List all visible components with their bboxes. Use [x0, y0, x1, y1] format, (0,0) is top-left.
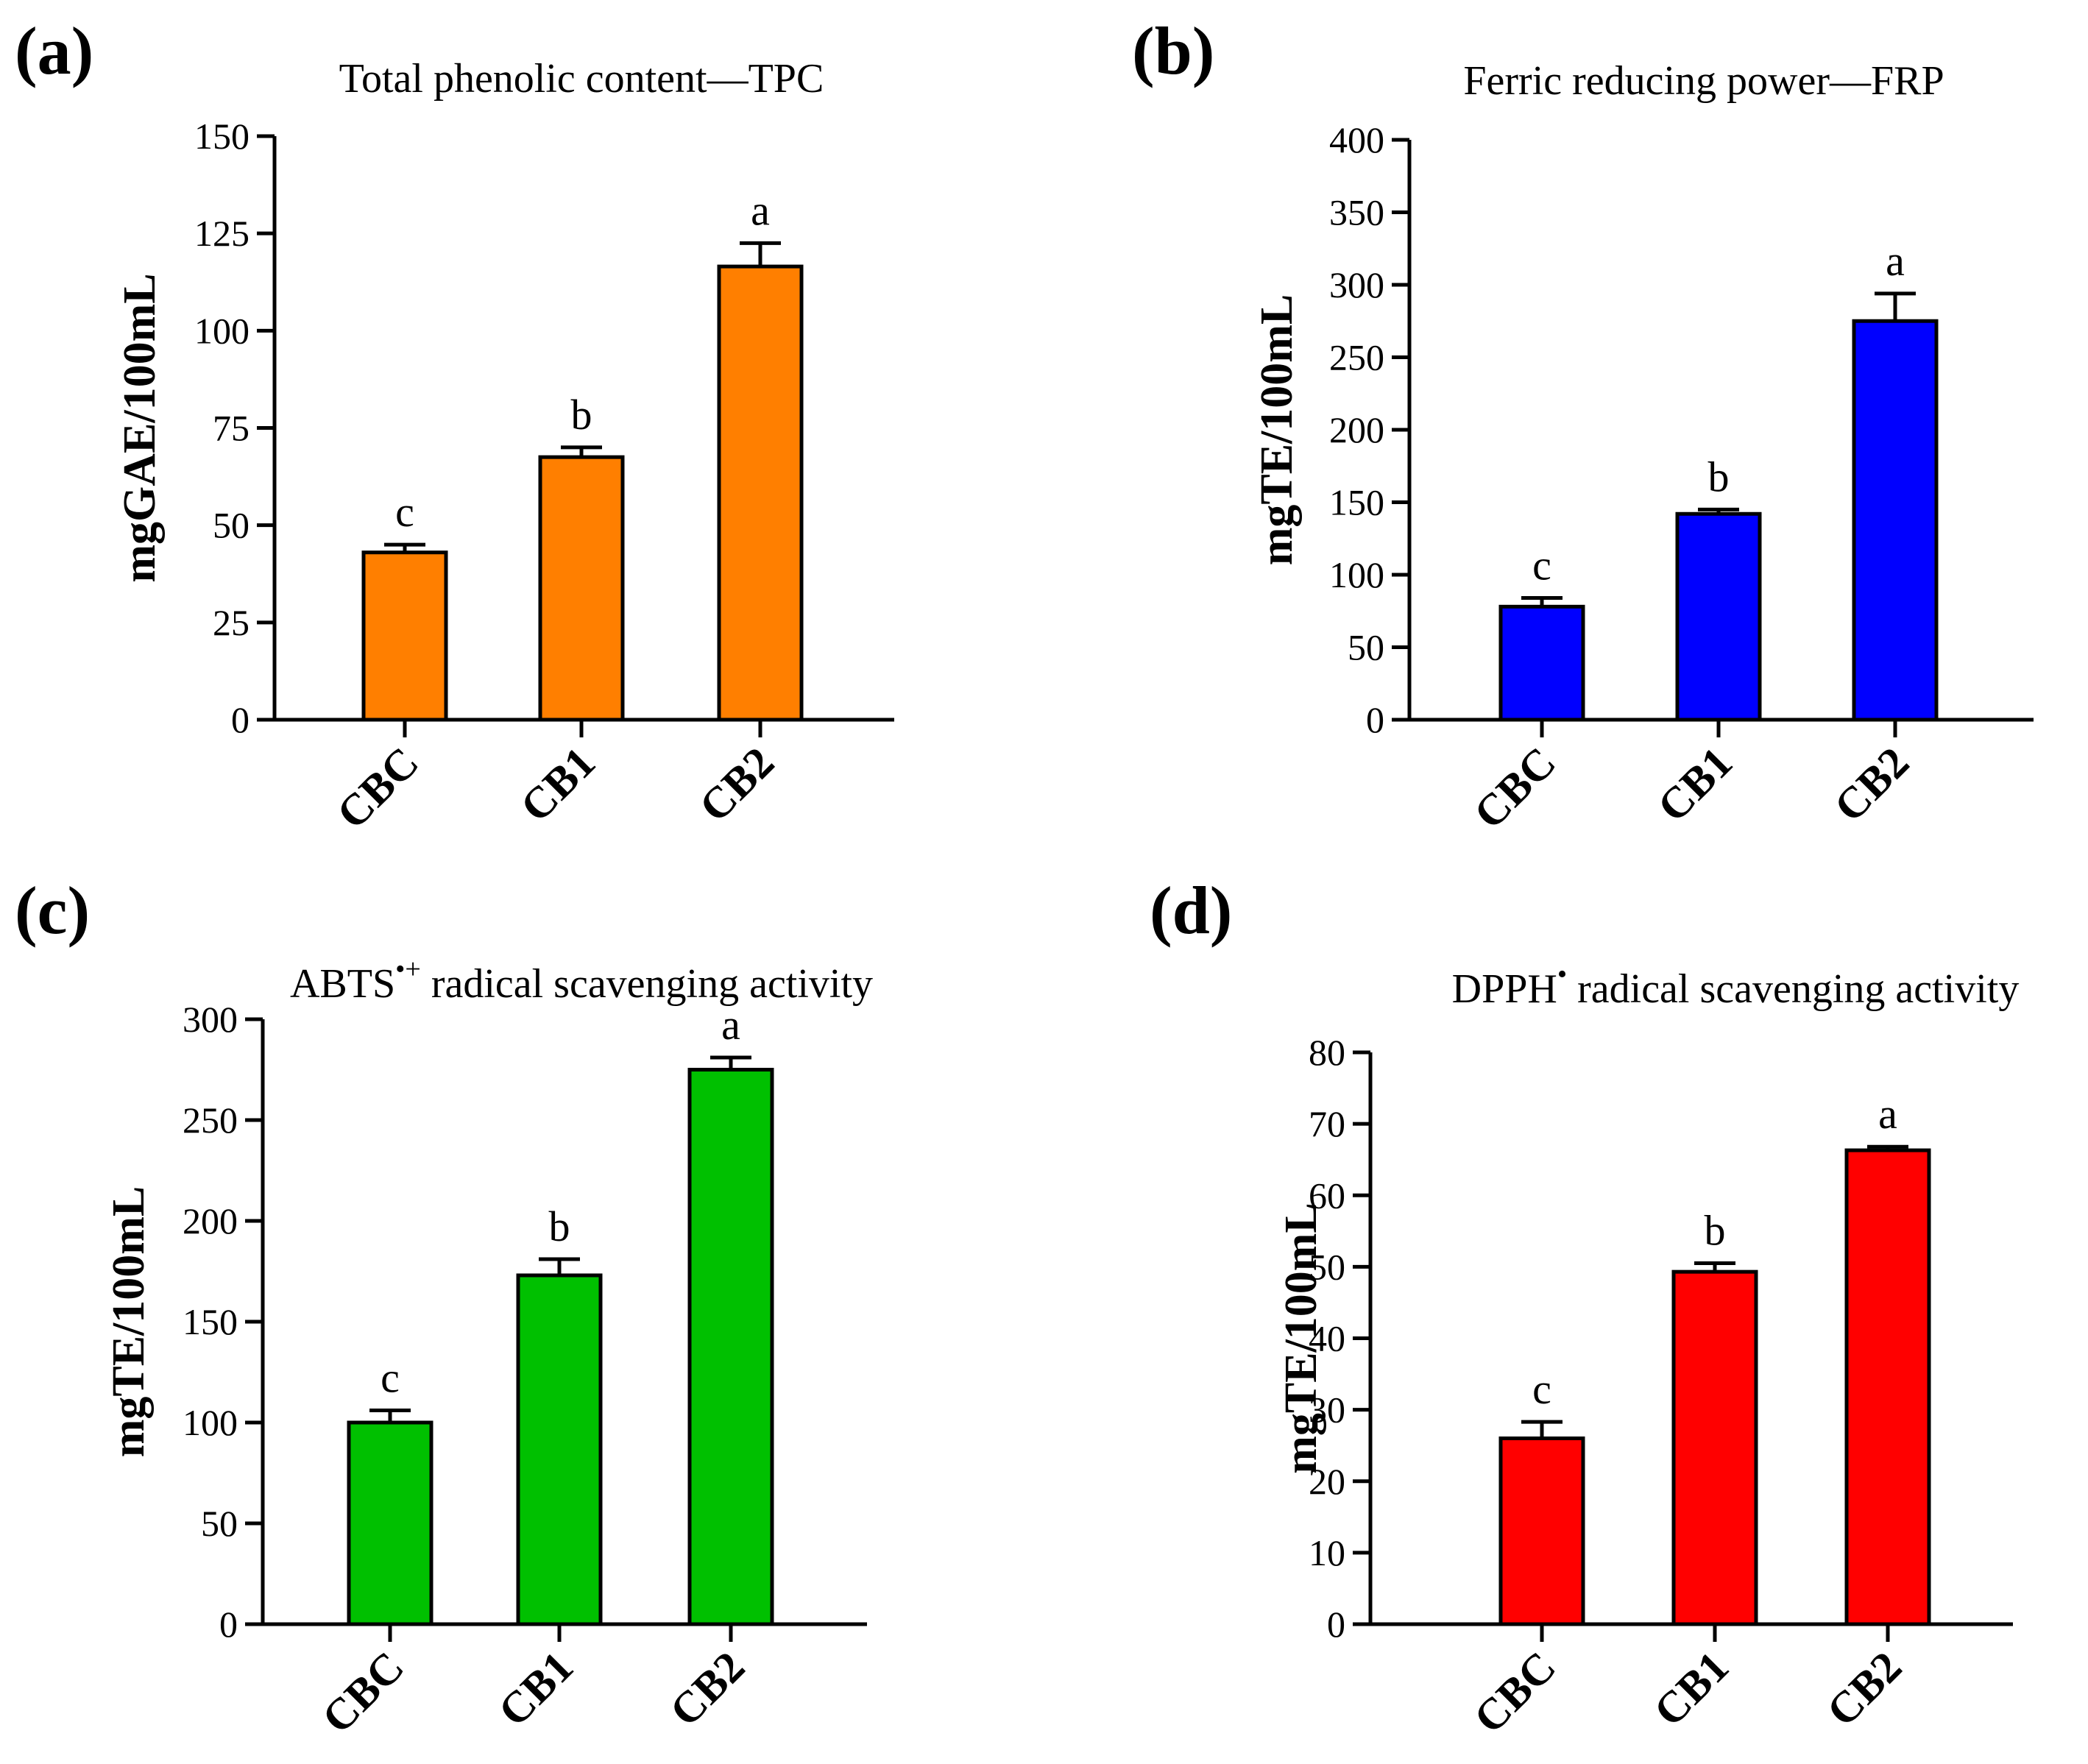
significance-label: b	[1708, 453, 1730, 500]
y-tick-label: 0	[219, 1604, 238, 1645]
bar-cbc	[347, 1420, 433, 1626]
chart-title-rest: radical scavenging activity	[1567, 966, 2019, 1012]
y-axis-label: mgTE/100mL	[104, 1186, 154, 1458]
significance-label: c	[395, 488, 414, 536]
panel-letter: (c)	[15, 873, 90, 948]
panel-letter: (a)	[15, 13, 93, 88]
y-axis-label: mgGAE/100mL	[115, 273, 165, 582]
y-tick-label: 300	[183, 999, 238, 1040]
x-tick-label: CB1	[489, 1643, 582, 1736]
x-tick-label: CBC	[328, 738, 428, 838]
bar-cb2	[717, 264, 804, 722]
chart-title-main: Total phenolic content—TPC	[339, 56, 824, 102]
y-tick-label: 350	[1329, 192, 1384, 233]
significance-label: b	[571, 391, 592, 439]
chart-title-rest: radical scavenging activity	[421, 961, 873, 1007]
x-tick-label: CB2	[690, 738, 783, 832]
chart-title-main: DPPH	[1452, 966, 1557, 1012]
y-tick-label: 20	[1309, 1461, 1345, 1502]
x-tick-label: CBC	[1465, 738, 1565, 838]
y-tick-label: 50	[1309, 1246, 1345, 1287]
y-tick-label: 100	[194, 310, 250, 351]
y-tick-label: 200	[1329, 409, 1384, 450]
x-tick-label: CB2	[660, 1643, 754, 1736]
y-tick-label: 150	[194, 116, 250, 157]
x-tick-label: CBC	[313, 1643, 413, 1743]
panel-letter: (b)	[1132, 13, 1214, 88]
y-tick-label: 50	[201, 1503, 238, 1544]
significance-label: a	[1886, 237, 1905, 285]
panel-letter: (d)	[1150, 873, 1232, 948]
panel-d: (d) DPPH• radical scavenging activity mgTE…	[1150, 873, 2019, 1743]
chart-title: ABTS•+ radical scavenging activity	[290, 954, 873, 1007]
y-tick-label: 125	[194, 213, 250, 254]
x-tick-label: CB2	[1817, 1643, 1911, 1736]
bar-cb1	[1671, 1269, 1758, 1626]
significance-label: c	[1532, 1365, 1551, 1413]
y-tick-label: 50	[213, 505, 250, 546]
x-tick-label: CB1	[1644, 1643, 1738, 1736]
y-tick-label: 400	[1329, 119, 1384, 160]
bar-cb1	[538, 455, 625, 722]
x-tick-label: CB1	[1648, 738, 1741, 832]
x-tick-label: CBC	[1465, 1643, 1565, 1743]
panel-b: (b) Ferric reducing power—FRP mgTE/100mL 0 5…	[1132, 13, 2034, 838]
y-tick-label: 60	[1309, 1175, 1345, 1216]
chart-title-superscript: •	[1557, 959, 1567, 990]
y-tick-label: 250	[183, 1099, 238, 1141]
bar-cb2	[687, 1068, 774, 1626]
y-tick-label: 250	[1329, 337, 1384, 378]
y-tick-label: 0	[1327, 1604, 1345, 1645]
y-tick-label: 150	[1329, 482, 1384, 523]
significance-label: b	[1705, 1207, 1726, 1255]
chart-title: DPPH• radical scavenging activity	[1452, 959, 2020, 1012]
y-tick-label: 10	[1309, 1532, 1345, 1573]
y-tick-label: 25	[213, 602, 250, 643]
y-tick-label: 100	[183, 1402, 238, 1443]
bar-cbc	[1498, 604, 1585, 722]
y-tick-label: 40	[1309, 1318, 1345, 1359]
chart-title-main: ABTS	[290, 961, 395, 1007]
significance-label: c	[1532, 542, 1551, 589]
x-tick-label: CB2	[1825, 738, 1918, 832]
x-tick-label: CB1	[511, 738, 604, 832]
bar-cb2	[1844, 1148, 1931, 1626]
significance-label: a	[721, 1001, 740, 1049]
bar-cb1	[1675, 511, 1762, 722]
y-tick-label: 50	[1348, 627, 1384, 668]
significance-label: a	[1878, 1090, 1897, 1138]
y-tick-label: 30	[1309, 1389, 1345, 1431]
y-tick-label: 0	[231, 699, 250, 740]
y-tick-label: 200	[183, 1200, 238, 1241]
significance-label: a	[751, 186, 770, 234]
significance-label: b	[549, 1202, 570, 1250]
y-tick-label: 70	[1309, 1103, 1345, 1144]
bar-cbc	[361, 550, 448, 722]
chart-title-superscript: •+	[395, 954, 421, 985]
chart-title: Ferric reducing power—FRP	[1463, 58, 1944, 104]
panel-c: (c) ABTS•+ radical scavenging activity mgT…	[15, 873, 873, 1743]
y-axis-label: mgTE/100mL	[1276, 1202, 1326, 1474]
bar-cb1	[516, 1273, 603, 1626]
chart-title-main: Ferric reducing power—FRP	[1463, 58, 1944, 104]
y-tick-label: 75	[213, 408, 250, 449]
bar-cbc	[1498, 1436, 1585, 1626]
y-tick-label: 300	[1329, 264, 1384, 305]
y-axis-label: mgTE/100mL	[1252, 294, 1302, 566]
y-tick-label: 100	[1329, 554, 1384, 595]
y-tick-label: 0	[1366, 699, 1384, 740]
bar-cb2	[1852, 319, 1939, 722]
panel-a: (a) Total phenolic content—TPC mgGAE/100mL…	[15, 13, 894, 838]
chart-title: Total phenolic content—TPC	[339, 56, 824, 102]
y-tick-label: 80	[1309, 1032, 1345, 1073]
significance-label: c	[381, 1354, 400, 1402]
y-tick-label: 150	[183, 1301, 238, 1342]
